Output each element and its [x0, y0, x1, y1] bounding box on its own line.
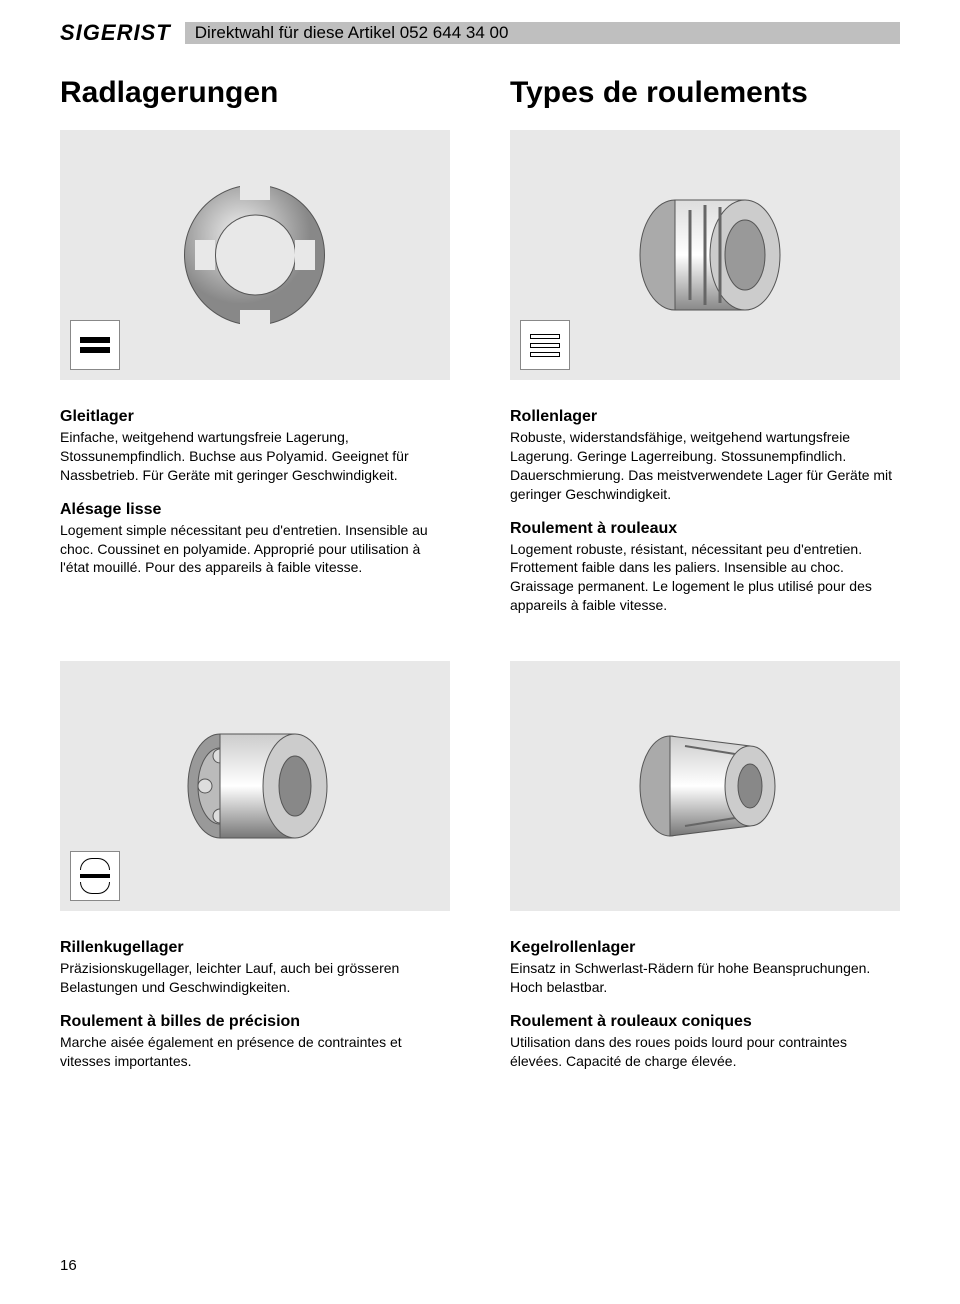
page-number: 16 [60, 1257, 77, 1274]
product-image-kegelrollenlager [510, 661, 900, 911]
title-left: Radlagerungen [60, 76, 450, 110]
image-cell-kegelrollenlager [510, 661, 900, 919]
image-cell-rollenlager [510, 130, 900, 388]
section-title-de: Rollenlager [510, 408, 900, 426]
text-row-1: Gleitlager Einfache, weitgehend wartungs… [60, 408, 900, 631]
image-cell-rillenkugellager [60, 661, 450, 919]
section-text-de: Präzisionskugellager, leichter Lauf, auc… [60, 959, 450, 997]
product-image-gleitlager [60, 130, 450, 380]
section-title-fr: Roulement à rouleaux [510, 520, 900, 538]
main-titles: Radlagerungen Types de roulements [60, 76, 900, 110]
text-block-fr: Alésage lisse Logement simple nécessitan… [60, 501, 450, 578]
section-text-fr: Utilisation dans des roues poids lourd p… [510, 1033, 900, 1071]
bearing-illustration-icon [165, 165, 345, 345]
product-image-rollenlager [510, 130, 900, 380]
section-text-de: Einsatz in Schwerlast-Rädern für hohe Be… [510, 959, 900, 997]
section-title-fr: Alésage lisse [60, 501, 450, 519]
header-banner: Direktwahl für diese Artikel 052 644 34 … [185, 22, 900, 44]
bearing-type-icon [520, 320, 570, 370]
bearing-illustration-icon [615, 165, 795, 345]
section-text-de: Robuste, widerstandsfähige, weitgehend w… [510, 428, 900, 504]
text-block-fr: Roulement à rouleaux Logement robuste, r… [510, 520, 900, 616]
text-block-de: Rillenkugellager Präzisionskugellager, l… [60, 939, 450, 997]
section-text-fr: Logement robuste, résistant, nécessitant… [510, 540, 900, 616]
text-cell-kegelrollenlager: Kegelrollenlager Einsatz in Schwerlast-R… [510, 939, 900, 1087]
bearing-illustration-icon [615, 696, 795, 876]
section-title-de: Kegelrollenlager [510, 939, 900, 957]
text-block-de: Kegelrollenlager Einsatz in Schwerlast-R… [510, 939, 900, 997]
title-right: Types de roulements [510, 76, 900, 110]
section-title-de: Gleitlager [60, 408, 450, 426]
text-block-de: Rollenlager Robuste, widerstandsfähige, … [510, 408, 900, 504]
section-title-fr: Roulement à billes de précision [60, 1013, 450, 1031]
bearing-type-icon [70, 320, 120, 370]
image-cell-gleitlager [60, 130, 450, 388]
text-cell-gleitlager: Gleitlager Einfache, weitgehend wartungs… [60, 408, 450, 631]
text-block-de: Gleitlager Einfache, weitgehend wartungs… [60, 408, 450, 485]
text-block-fr: Roulement à rouleaux coniques Utilisatio… [510, 1013, 900, 1071]
text-cell-rillenkugellager: Rillenkugellager Präzisionskugellager, l… [60, 939, 450, 1087]
image-row-1 [60, 130, 900, 388]
section-text-fr: Marche aisée également en présence de co… [60, 1033, 450, 1071]
section-title-de: Rillenkugellager [60, 939, 450, 957]
product-image-rillenkugellager [60, 661, 450, 911]
bearing-illustration-icon [165, 696, 345, 876]
text-row-2: Rillenkugellager Präzisionskugellager, l… [60, 939, 900, 1087]
section-text-de: Einfache, weitgehend wartungsfreie Lager… [60, 428, 450, 485]
logo: SIGERIST [60, 20, 171, 46]
text-block-fr: Roulement à billes de précision Marche a… [60, 1013, 450, 1071]
bearing-type-icon [70, 851, 120, 901]
text-cell-rollenlager: Rollenlager Robuste, widerstandsfähige, … [510, 408, 900, 631]
header-row: SIGERIST Direktwahl für diese Artikel 05… [60, 20, 900, 46]
section-text-fr: Logement simple nécessitant peu d'entret… [60, 521, 450, 578]
section-title-fr: Roulement à rouleaux coniques [510, 1013, 900, 1031]
image-row-2 [60, 661, 900, 919]
